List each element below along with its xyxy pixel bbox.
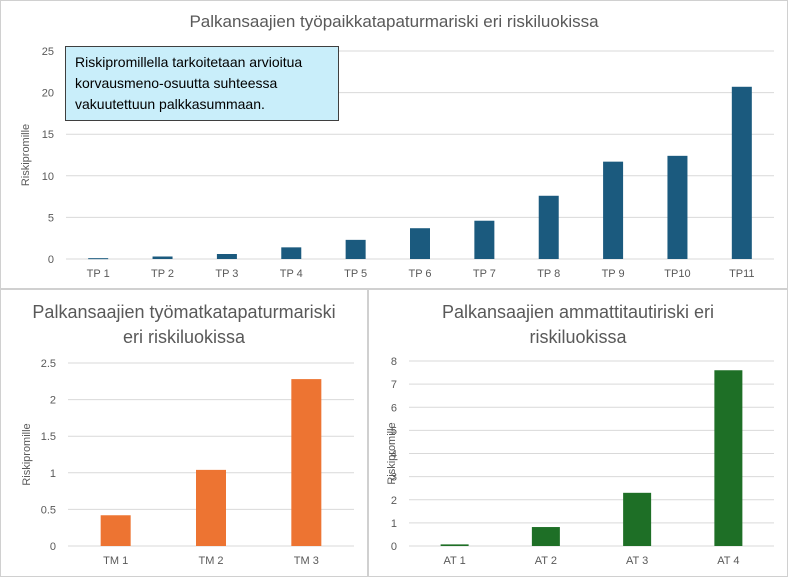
y-tick-label: 1 [50, 468, 56, 480]
y-axis-label: Riskipromille [20, 124, 32, 186]
bar [538, 195, 559, 259]
bar [410, 228, 430, 259]
bar [152, 256, 173, 259]
y-tick-label: 10 [42, 171, 54, 183]
x-tick-label: TP 8 [537, 268, 560, 280]
y-tick-label: 1 [391, 518, 397, 530]
x-tick-label: AT 2 [535, 555, 557, 567]
y-tick-label: 20 [42, 88, 54, 100]
y-tick-label: 2 [391, 495, 397, 507]
y-tick-label: 15 [42, 129, 54, 141]
bar [714, 370, 743, 546]
y-axis-label: Riskipromille [386, 422, 398, 484]
y-tick-label: 25 [42, 46, 54, 58]
y-tick-label: 2.5 [41, 358, 56, 370]
y-tick-label: 4 [391, 449, 397, 461]
bar [667, 155, 688, 259]
bar [474, 220, 495, 259]
y-tick-label: 8 [391, 356, 397, 368]
y-tick-label: 0 [48, 254, 54, 266]
y-tick-label: 0 [50, 541, 56, 553]
y-tick-label: 0.5 [41, 504, 56, 516]
x-tick-label: TP 7 [473, 268, 496, 280]
chart-plot-tm: 0 0.5 1 1.5 2 2.5 Riskipromille TM 1 TM 2 TM 3 [21, 358, 354, 567]
y-tick-label: 5 [391, 425, 397, 437]
x-tick-label: TP 3 [215, 268, 238, 280]
x-tick-label: TM 3 [294, 555, 319, 567]
x-tick-label: TP 9 [602, 268, 625, 280]
y-tick-label: 3 [391, 472, 397, 484]
bar [88, 258, 109, 260]
x-tick-label: TP11 [729, 268, 754, 280]
y-tick-label: 2 [50, 395, 56, 407]
y-tick-label: 1.5 [41, 431, 56, 443]
x-tick-label: TM 2 [198, 555, 223, 567]
y-tick-label: 5 [48, 212, 54, 224]
bar [100, 515, 131, 546]
x-tick-label: AT 4 [717, 555, 739, 567]
x-tick-label: TP 2 [151, 268, 174, 280]
bar [291, 379, 322, 546]
bar [196, 469, 226, 546]
chart-title: Palkansaajien ammattitautiriski eri risk… [441, 302, 715, 347]
bar [345, 239, 366, 259]
chart-panel-tp: Palkansaajien työpaikkatapaturmariski er… [0, 0, 788, 289]
x-tick-label: AT 1 [444, 555, 466, 567]
x-tick-label: TP 1 [87, 268, 110, 280]
chart-title: Palkansaajien työmatkatapaturmariski eri… [32, 302, 336, 347]
annotation-box: Riskipromillella tarkoitetaan arvioitua … [65, 46, 339, 121]
bar [440, 544, 469, 546]
x-tick-label: TP 4 [280, 268, 303, 280]
bar [216, 254, 237, 259]
bar [281, 247, 302, 259]
y-tick-label: 7 [391, 379, 397, 391]
chart-plot-at: 0 1 2 3 4 5 6 7 8 Riskipromille AT 1 AT 2 AT 3 AT 4 [386, 356, 774, 567]
chart-plot-tp: 0 5 10 15 20 25 Riskipromille TP 1 TP 2 TP 3 TP 4 T… [20, 46, 774, 280]
y-tick-label: 6 [391, 402, 397, 414]
x-tick-label: TM 1 [103, 555, 128, 567]
x-tick-label: AT 3 [626, 555, 648, 567]
bar [623, 492, 652, 546]
chart-panel-tm: Palkansaajien työmatkatapaturmariski eri… [0, 289, 368, 577]
chart-title: Palkansaajien työpaikkatapaturmariski er… [189, 12, 599, 31]
x-tick-label: TP10 [664, 268, 690, 280]
bar [731, 86, 752, 259]
chart-panel-at: Palkansaajien ammattitautiriski eri risk… [368, 289, 788, 577]
x-tick-label: TP 5 [344, 268, 367, 280]
bar [603, 161, 624, 259]
y-axis-label: Riskipromille [21, 423, 33, 485]
bar [531, 527, 560, 546]
x-tick-label: TP 6 [408, 268, 431, 280]
y-tick-label: 0 [391, 541, 397, 553]
